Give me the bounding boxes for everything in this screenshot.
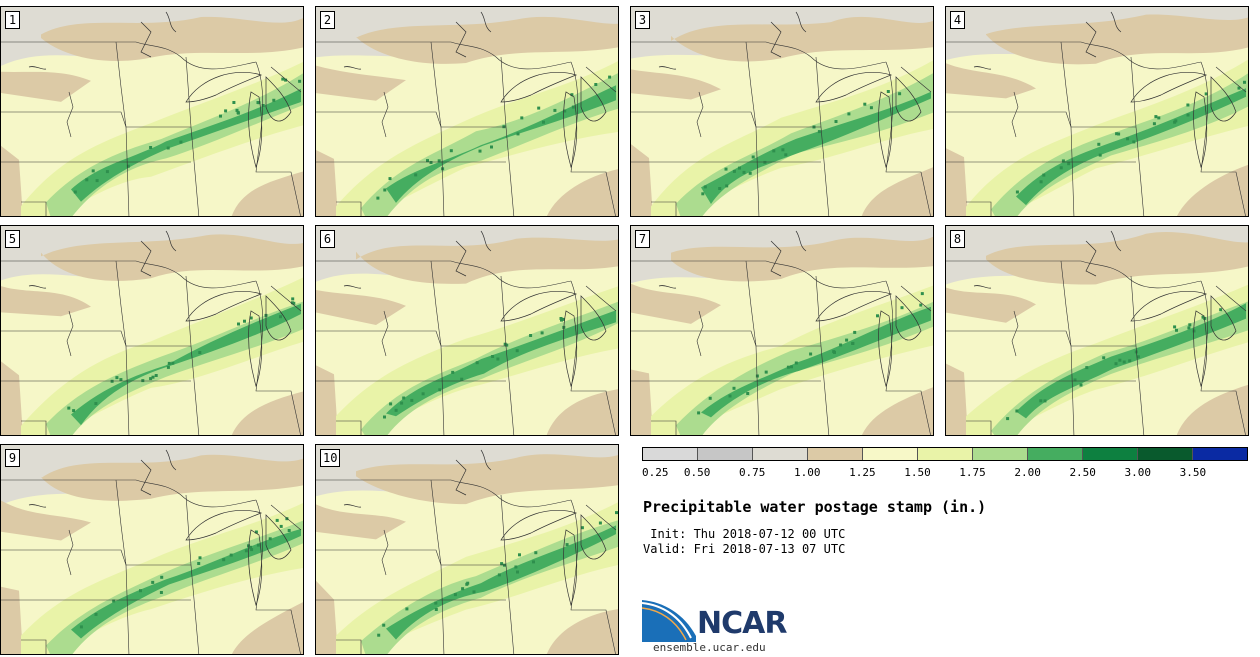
ncar-logo-icon xyxy=(642,600,696,642)
precipitable-water-map xyxy=(316,7,618,216)
precipitable-water-map xyxy=(1,226,303,435)
map-panel: 9 xyxy=(0,444,304,655)
site-url: ensemble.ucar.edu xyxy=(653,641,766,654)
colorbar-tick-label: 1.75 xyxy=(959,466,986,479)
precipitable-water-map xyxy=(1,445,303,654)
colorbar-segment xyxy=(643,448,698,460)
precipitable-water-map xyxy=(946,226,1248,435)
member-number-label: 3 xyxy=(635,11,650,29)
init-time: Init: Thu 2018-07-12 00 UTC xyxy=(643,527,846,541)
colorbar-tick-label: 1.50 xyxy=(904,466,931,479)
colorbar-segment xyxy=(698,448,753,460)
member-number-label: 9 xyxy=(5,449,20,467)
member-number-label: 8 xyxy=(950,230,965,248)
member-number-label: 1 xyxy=(5,11,20,29)
map-panel: 1 xyxy=(0,6,304,217)
colorbar-segment xyxy=(863,448,918,460)
colorbar-tick-label: 1.25 xyxy=(849,466,876,479)
plot-title: Precipitable water postage stamp (in.) xyxy=(643,498,987,516)
precipitable-water-map xyxy=(316,445,618,654)
precipitable-water-map xyxy=(631,226,933,435)
colorbar-tick-label: 0.25 xyxy=(642,466,669,479)
precipitable-water-map xyxy=(1,7,303,216)
colorbar-tick-label: 3.00 xyxy=(1124,466,1152,479)
colorbar-tick-label: 2.00 xyxy=(1014,466,1041,479)
colorbar-segment xyxy=(1193,448,1247,460)
map-panel: 10 xyxy=(315,444,619,655)
colorbar-tick-label: 1.00 xyxy=(794,466,821,479)
colorbar-tick-label: 0.75 xyxy=(738,466,766,479)
colorbar-segment xyxy=(1028,448,1083,460)
precipitable-water-map xyxy=(631,7,933,216)
colorbar xyxy=(642,447,1248,461)
map-panel: 7 xyxy=(630,225,934,436)
precipitable-water-map xyxy=(316,226,618,435)
map-panel: 3 xyxy=(630,6,934,217)
member-number-label: 4 xyxy=(950,11,965,29)
member-number-label: 10 xyxy=(320,449,341,467)
colorbar-segment xyxy=(753,448,808,460)
valid-time: Valid: Fri 2018-07-13 07 UTC xyxy=(643,542,846,556)
member-number-label: 5 xyxy=(5,230,20,248)
colorbar-segment xyxy=(1083,448,1138,460)
map-panel: 4 xyxy=(945,6,1249,217)
member-number-label: 6 xyxy=(320,230,335,248)
colorbar-segment xyxy=(918,448,973,460)
colorbar-tick-label: 0.50 xyxy=(683,466,711,479)
map-panel: 8 xyxy=(945,225,1249,436)
colorbar-tick-label: 3.50 xyxy=(1179,466,1207,479)
map-panel: 2 xyxy=(315,6,619,217)
colorbar-segment xyxy=(808,448,863,460)
member-number-label: 7 xyxy=(635,230,650,248)
map-panel: 5 xyxy=(0,225,304,436)
colorbar-tick-labels: 0.25 0.50 0.75 1.00 1.25 1.50 1.75 2.00 2.50 3.00… xyxy=(642,466,1248,480)
colorbar-tick-label: 2.50 xyxy=(1069,466,1096,479)
member-number-label: 2 xyxy=(320,11,335,29)
map-panel: 6 xyxy=(315,225,619,436)
ncar-logo-text: NCAR xyxy=(697,606,787,641)
precipitable-water-map xyxy=(946,7,1248,216)
colorbar-segment xyxy=(1138,448,1193,460)
colorbar-segment xyxy=(973,448,1028,460)
